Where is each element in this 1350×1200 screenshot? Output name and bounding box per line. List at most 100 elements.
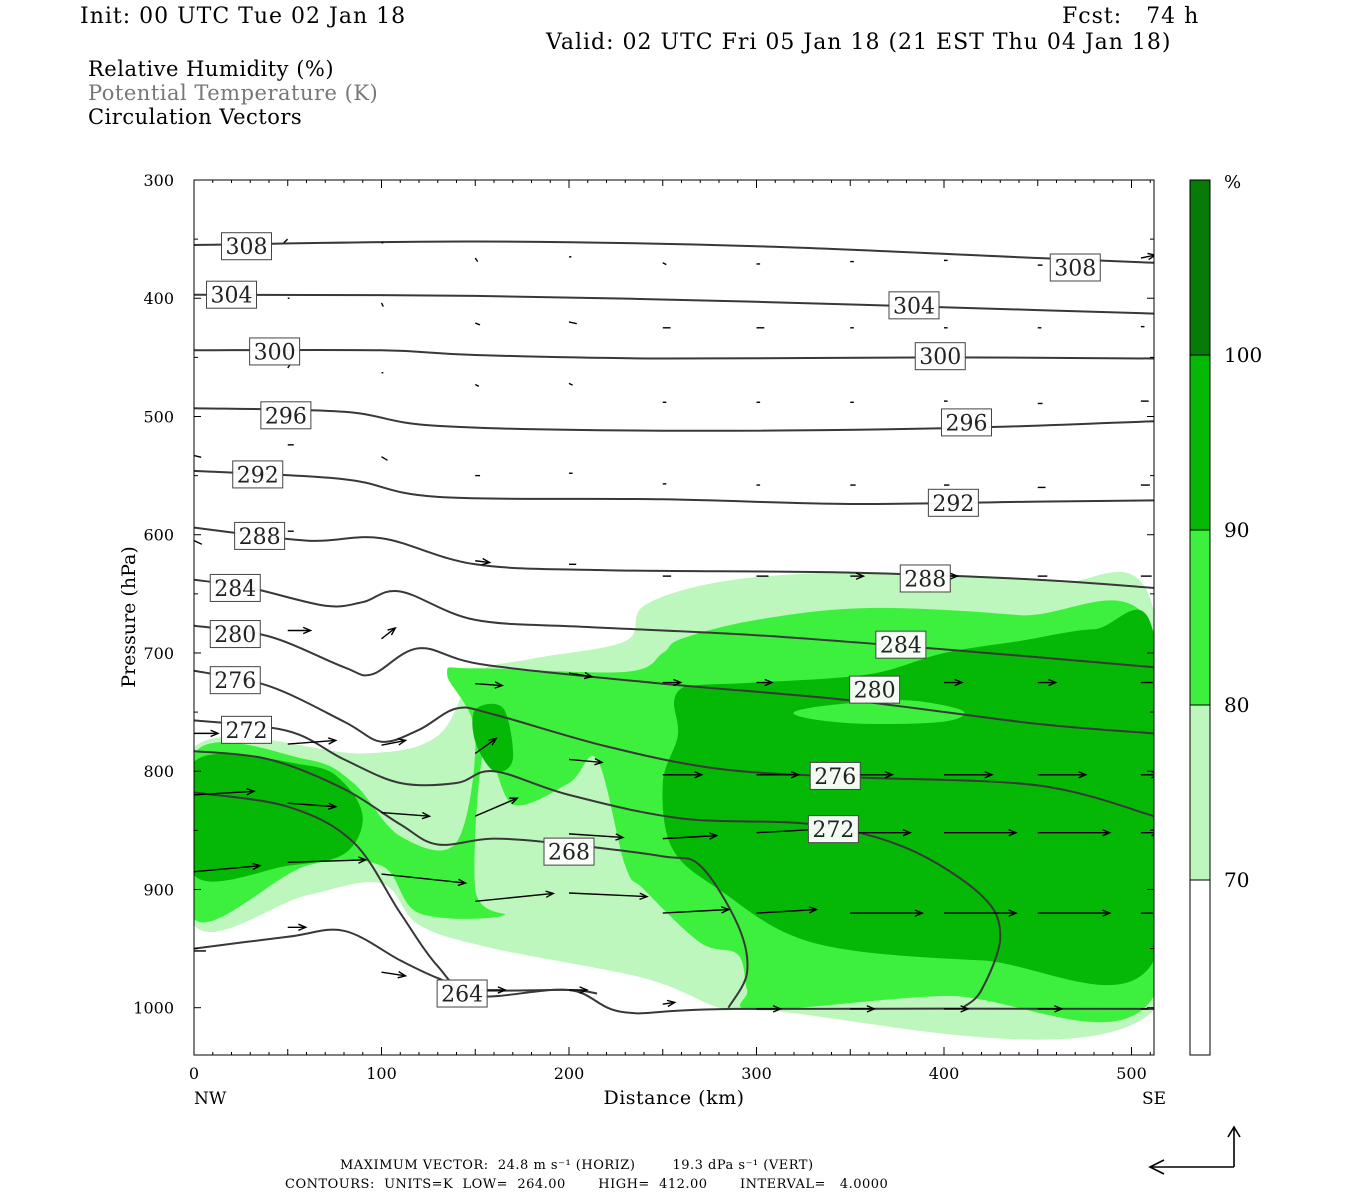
vector-shaft	[381, 971, 406, 977]
theta-label-box	[221, 715, 272, 744]
vector-head	[708, 832, 719, 840]
theta-label-264: 264	[436, 979, 488, 1008]
vector-head	[694, 771, 704, 779]
circulation-vector	[474, 737, 498, 755]
y-tick-label: 500	[143, 407, 174, 426]
vector-head	[579, 986, 589, 994]
circulation-vector	[568, 758, 604, 766]
theta-label-box	[941, 408, 992, 437]
rh-band-90	[662, 609, 1154, 986]
circulation-vector	[381, 626, 397, 640]
theta-contour-296	[194, 407, 1154, 432]
vector-head	[298, 923, 308, 932]
contour-info-text: CONTOURS: UNITS=K LOW= 264.00 HIGH= 412.…	[285, 1177, 889, 1192]
theta-label-box	[206, 280, 257, 309]
vector-head	[808, 906, 819, 914]
theta-label-text: 296	[946, 411, 988, 436]
circulation-vector	[475, 322, 481, 326]
vector-shaft	[662, 262, 667, 266]
vector-head	[397, 971, 408, 979]
theta-label-box	[260, 401, 312, 430]
x-tick-label: 100	[366, 1064, 397, 1083]
colorbar-frame	[1189, 179, 1211, 1056]
theta-contour-276	[194, 669, 1154, 818]
theta-label-text: 276	[814, 765, 856, 790]
theta-label-box	[209, 666, 261, 695]
vector-head	[866, 1005, 877, 1013]
vector-head	[545, 890, 556, 898]
circulation-vector	[283, 238, 289, 244]
vector-shaft	[474, 797, 518, 817]
theta-label-text: 280	[854, 679, 896, 704]
vector-shaft	[756, 908, 817, 914]
colorbar-segment	[1190, 705, 1210, 880]
theta-label-272: 272	[221, 715, 272, 744]
vector-head	[1048, 678, 1058, 687]
vector-shaft	[287, 739, 336, 745]
vector-head	[509, 797, 519, 805]
circulation-vector	[662, 906, 731, 914]
circulation-vector	[756, 678, 774, 687]
circulation-vector	[944, 771, 994, 779]
theta-label-text: 292	[237, 463, 279, 488]
theta-label-box	[209, 620, 261, 649]
circulation-vector	[756, 1005, 783, 1013]
circulation-vector	[381, 971, 408, 979]
theta-label-276: 276	[209, 666, 261, 695]
x-axis-title: Distance (km)	[603, 1087, 744, 1109]
circulation-vector	[662, 999, 677, 1008]
theta-contour-layer	[194, 240, 1154, 1015]
theta-label-276: 276	[809, 761, 861, 790]
vector-head	[960, 1005, 970, 1013]
x-tick-label: 0	[189, 1064, 199, 1083]
circulation-vector	[850, 828, 913, 837]
theta-label-300: 300	[914, 342, 966, 371]
theta-contour-284	[194, 578, 1154, 669]
vector-shaft	[568, 758, 603, 764]
circulation-vector	[287, 626, 313, 635]
vector-head	[497, 986, 508, 994]
theta-label-288: 288	[234, 521, 286, 550]
circulation-vector	[568, 382, 573, 386]
circulation-vector	[756, 771, 801, 779]
theta-label-text: 292	[932, 492, 974, 517]
vector-shaft	[474, 257, 479, 263]
vector-shaft	[194, 454, 202, 458]
circulation-vector	[568, 321, 577, 325]
vector-shaft	[568, 672, 592, 678]
vector-shaft	[662, 834, 717, 840]
colorbar-level-label: 90	[1224, 518, 1249, 542]
circulation-vector	[662, 832, 719, 840]
legend-potential-temperature: Potential Temperature (K)	[88, 81, 379, 105]
circulation-vector	[474, 383, 480, 387]
circulation-vector	[850, 1005, 877, 1013]
theta-label-288: 288	[899, 564, 951, 593]
circulation-vector	[756, 906, 819, 914]
vector-head	[1147, 252, 1154, 261]
colorbar-unit-label: %	[1224, 172, 1241, 193]
axes-layer: 300 400 500 600 700 800 900 1000 0 100 200 300 400 50…	[133, 171, 1154, 1083]
vector-shaft	[474, 383, 480, 387]
theta-label-304: 304	[206, 280, 257, 309]
theta-label-text: 280	[214, 623, 256, 648]
x-tick-label: 200	[554, 1064, 585, 1083]
vector-head	[884, 771, 895, 779]
vector-shaft	[381, 739, 406, 746]
vector-head	[615, 833, 625, 841]
theta-label-284: 284	[875, 630, 927, 659]
vector-head	[327, 737, 338, 745]
colorbar-level-label: 100	[1224, 343, 1262, 367]
circulation-vector	[1037, 771, 1088, 779]
valid-time-label: Valid: 02 UTC Fri 05 Jan 18 (21 EST Thu …	[546, 30, 1172, 55]
circulation-vector	[287, 923, 308, 932]
vector-shaft	[381, 627, 396, 640]
vector-shaft	[283, 238, 289, 244]
theta-contour-280	[194, 624, 1154, 735]
circulation-vector	[194, 540, 203, 545]
circulation-vector	[569, 986, 589, 994]
theta-label-box	[1049, 253, 1101, 282]
vector-head	[421, 811, 432, 820]
vector-shaft	[287, 802, 336, 808]
vector-head	[481, 557, 492, 566]
max-vector-text: MAXIMUM VECTOR: 24.8 m s⁻¹ (HORIZ) 19.3 …	[340, 1158, 814, 1173]
